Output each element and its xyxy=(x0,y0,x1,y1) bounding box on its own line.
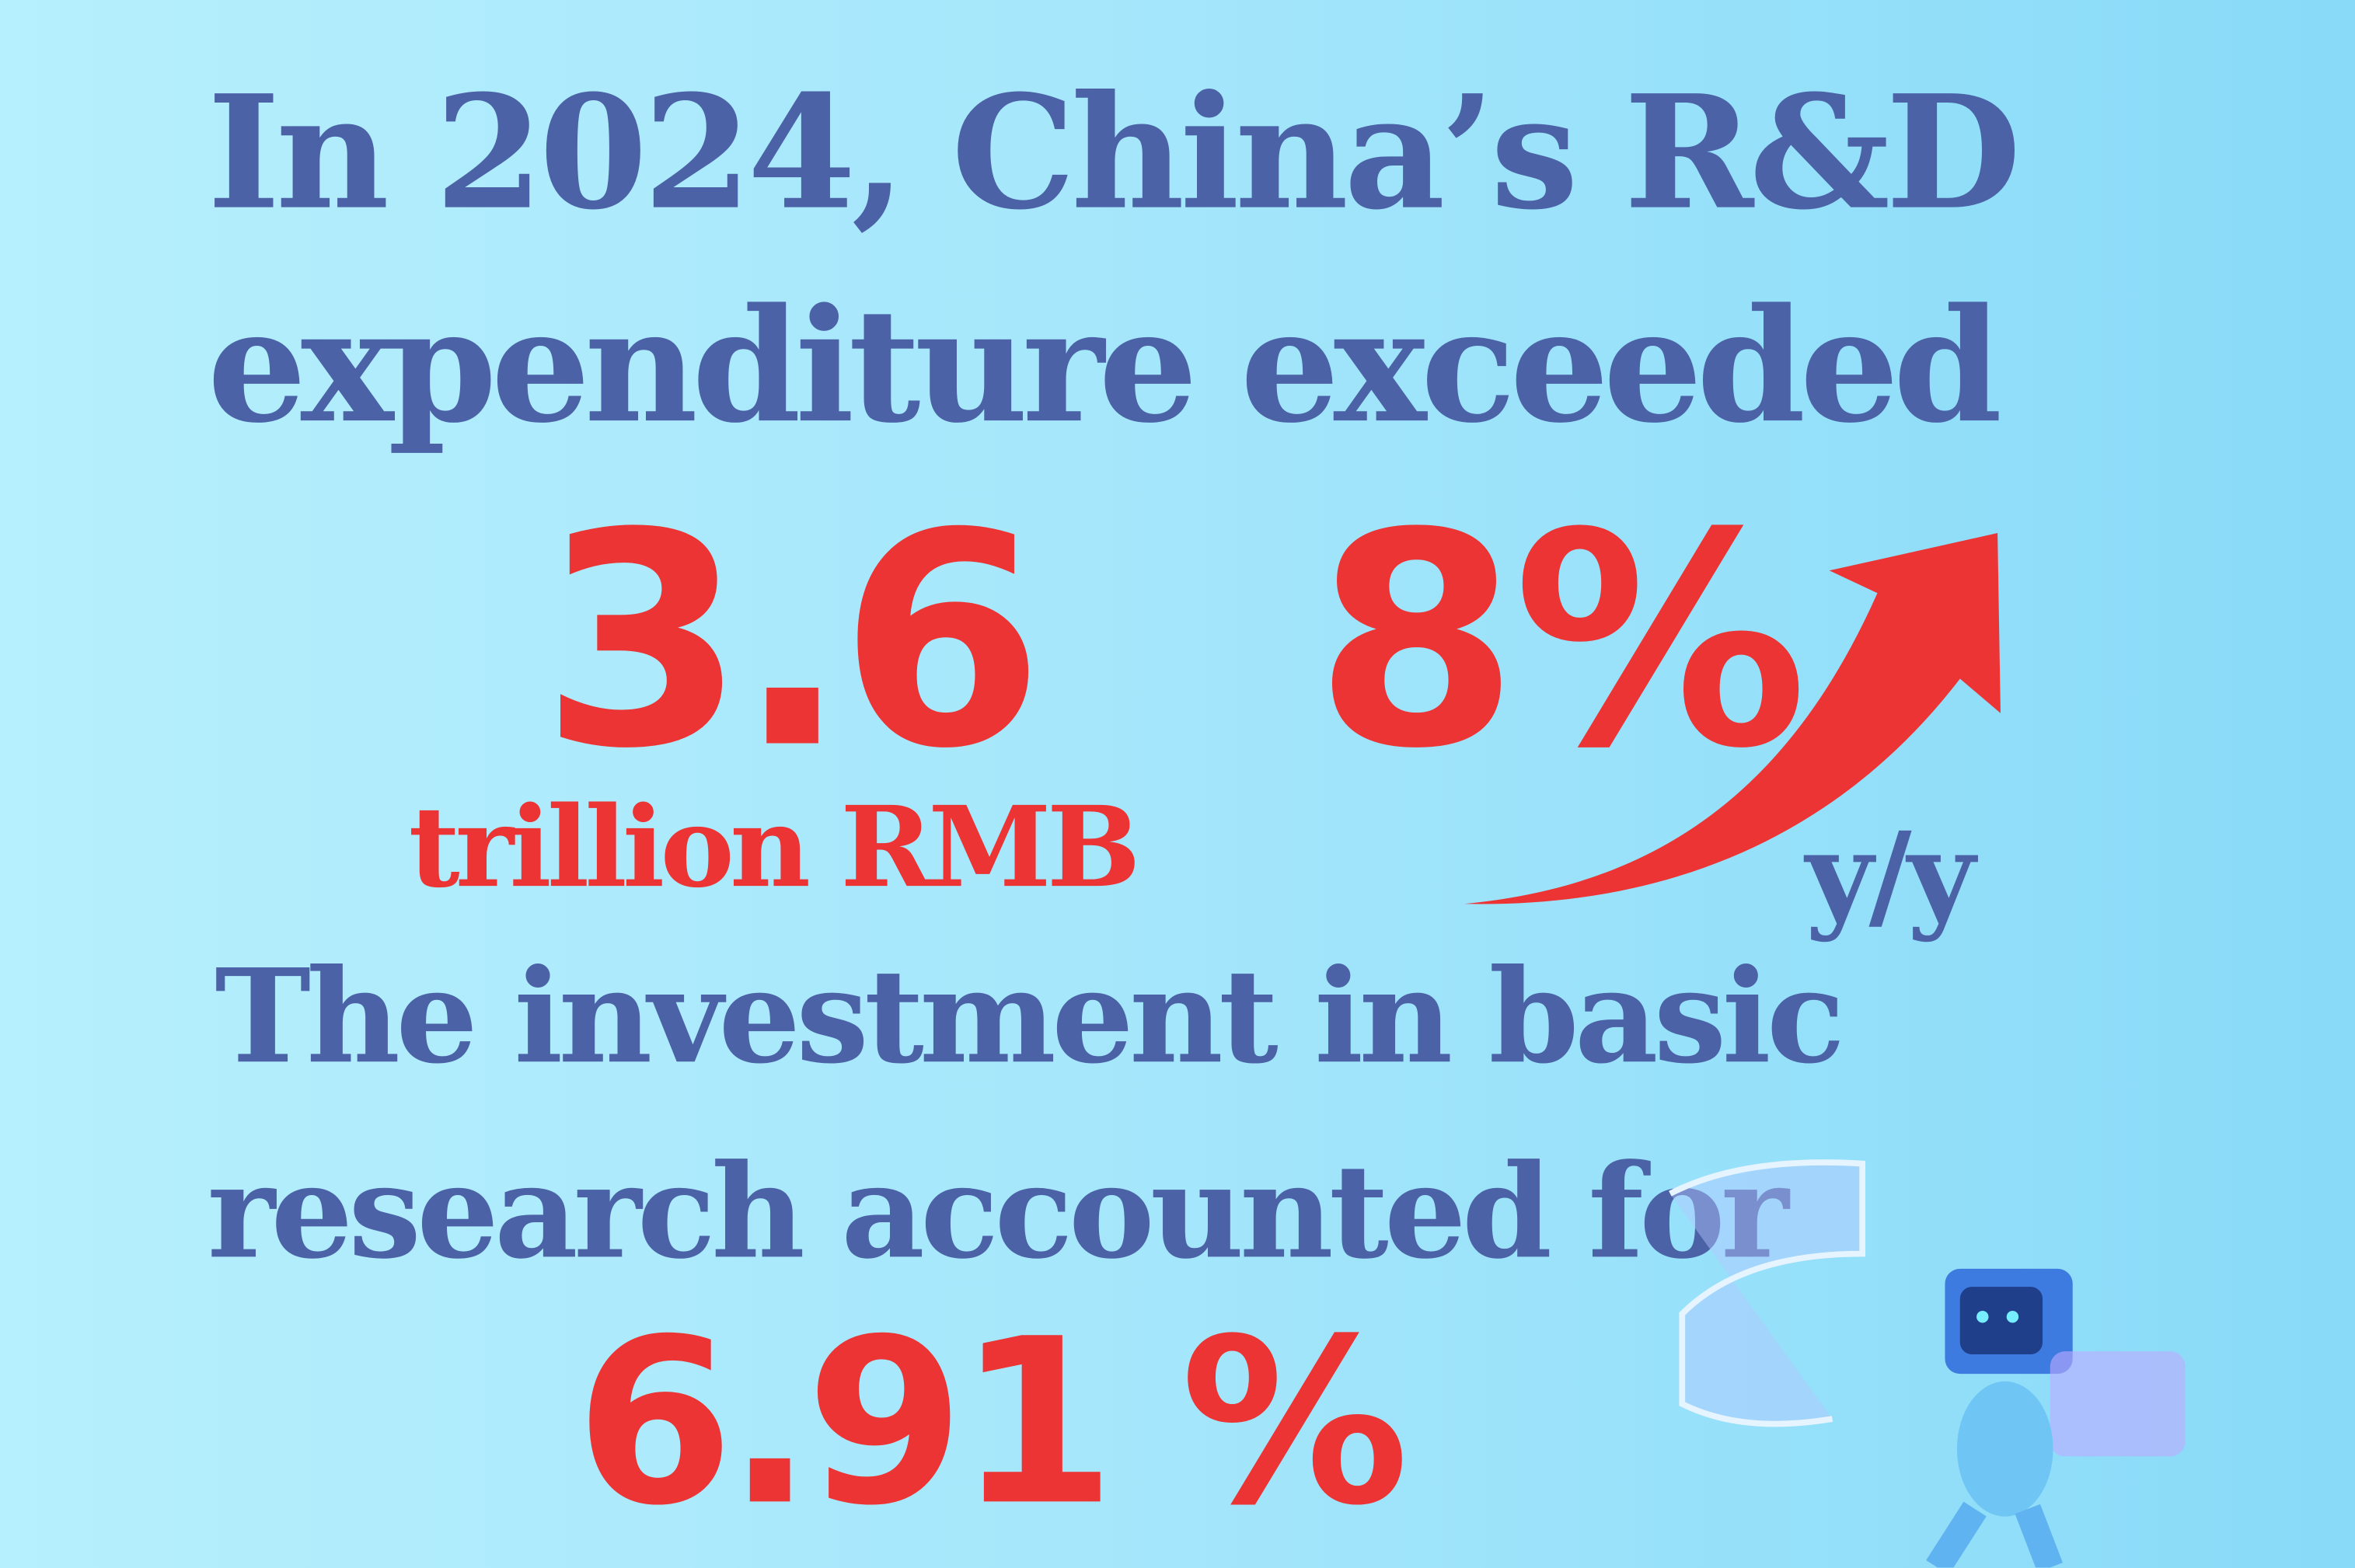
headline-line2: expenditure exceeded xyxy=(207,273,2003,458)
robot-illustration xyxy=(1669,1159,2186,1568)
stat-value-expenditure: 3.6 xyxy=(540,471,1045,814)
subhead-line1: The investment in basic xyxy=(215,941,1845,1093)
arrow-up-icon xyxy=(1464,533,2001,904)
stat-value-growth: 8% xyxy=(1314,471,1808,814)
headline-line1: In 2024, China’s R&D xyxy=(207,60,2022,245)
stat-value-basic-research: 6.91 % xyxy=(575,1289,1409,1556)
subhead-line2: research accounted for xyxy=(207,1136,1789,1288)
stat-unit: trillion RMB xyxy=(408,783,1141,913)
yoy-label: y/y xyxy=(1805,807,1976,945)
